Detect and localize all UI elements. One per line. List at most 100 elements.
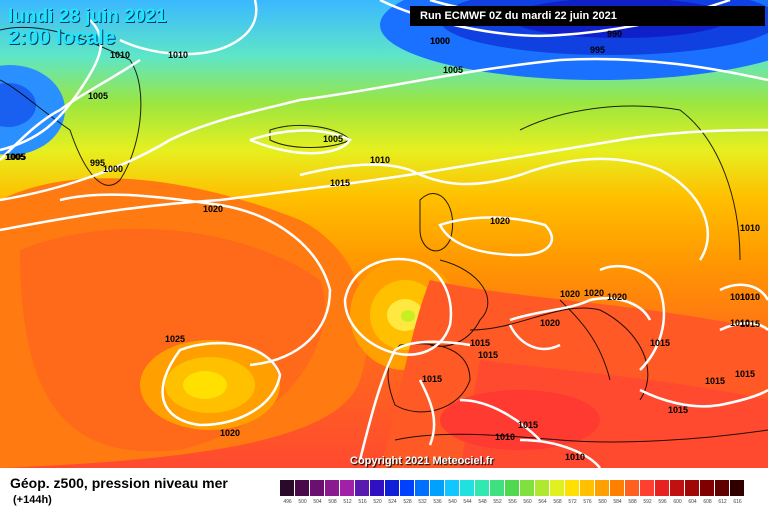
isobar-label: 1020 — [584, 288, 604, 298]
isobar-label: 1005 — [6, 152, 26, 162]
isobar-label: 1015 — [330, 178, 350, 188]
isobar-label: 1015 — [740, 319, 760, 329]
scale-tick-label: 596 — [658, 499, 667, 505]
isobar-label: 1025 — [165, 334, 185, 344]
isobar-label: 1000 — [430, 36, 450, 46]
scale-swatch — [535, 480, 550, 496]
scale-tick-label: 616 — [733, 499, 742, 505]
legend-title: Géop. z500, pression niveau mer — [10, 475, 228, 491]
scale-swatch — [415, 480, 430, 496]
isobar-label: 1000 — [103, 164, 123, 174]
scale-tick-label: 504 — [313, 499, 322, 505]
legend-subtitle: (+144h) — [13, 494, 52, 506]
scale-swatch — [610, 480, 625, 496]
scale-swatch — [550, 480, 565, 496]
scale-tick-label: 584 — [613, 499, 622, 505]
isobar-label: 1015 — [735, 369, 755, 379]
date-line: lundi 28 juin 2021 — [8, 6, 167, 27]
scale-swatch — [370, 480, 385, 496]
scale-swatch — [655, 480, 670, 496]
scale-tick-label: 516 — [358, 499, 367, 505]
scale-tick-label: 556 — [508, 499, 517, 505]
scale-tick-label: 500 — [298, 499, 307, 505]
scale-swatch — [325, 480, 340, 496]
scale-tick-label: 544 — [463, 499, 472, 505]
scale-swatch — [490, 480, 505, 496]
isobar-label: 1010 — [370, 155, 390, 165]
isobar-label: 1020 — [607, 292, 627, 302]
scale-swatch — [445, 480, 460, 496]
scale-swatch — [685, 480, 700, 496]
isobar-label: 1000 — [430, 36, 450, 46]
isobar-label: 1015 — [478, 350, 498, 360]
scale-swatch — [475, 480, 490, 496]
isobar-label: 1005 — [323, 134, 343, 144]
isobar-label: 995 — [590, 45, 605, 55]
scale-tick-label: 528 — [403, 499, 412, 505]
scale-swatch — [700, 480, 715, 496]
scale-tick-label: 532 — [418, 499, 427, 505]
scale-tick-label: 560 — [523, 499, 532, 505]
scale-tick-label: 612 — [718, 499, 727, 505]
isobar-label: 1010 — [730, 318, 750, 328]
isobar-label: 1020 — [560, 289, 580, 299]
scale-swatch — [730, 480, 745, 496]
scale-swatch — [280, 480, 295, 496]
scale-swatch — [625, 480, 640, 496]
scale-tick-label: 520 — [373, 499, 382, 505]
scale-tick-label: 608 — [703, 499, 712, 505]
scale-tick-label: 536 — [433, 499, 442, 505]
isobar-label: 1010 — [168, 50, 188, 60]
scale-tick-label: 512 — [343, 499, 352, 505]
isobar-label: 1005 — [5, 152, 25, 162]
run-banner: Run ECMWF 0Z du mardi 22 juin 2021 — [410, 6, 765, 26]
scale-swatch — [400, 480, 415, 496]
scale-swatch — [355, 480, 370, 496]
isobar-label: 1010 — [110, 50, 130, 60]
scale-tick-label: 604 — [688, 499, 697, 505]
scale-tick-label: 508 — [328, 499, 337, 505]
scale-swatch — [385, 480, 400, 496]
geopotential-field: 1010 101010051005100099510001005990995100… — [0, 0, 768, 468]
legend-panel: Géop. z500, pression niveau mer (+144h) … — [0, 468, 768, 512]
isobar-label: 1015 — [518, 420, 538, 430]
scale-swatch — [460, 480, 475, 496]
scale-swatch — [295, 480, 310, 496]
scale-swatch — [640, 480, 655, 496]
color-scale — [280, 480, 745, 496]
isobar-label: 1020 — [203, 204, 223, 214]
scale-tick-label: 588 — [628, 499, 637, 505]
scale-swatch — [430, 480, 445, 496]
scale-tick-label: 576 — [583, 499, 592, 505]
isobar-label: 995 — [90, 158, 105, 168]
isobar-label: 990 — [607, 29, 622, 39]
scale-tick-label: 572 — [568, 499, 577, 505]
isobar-label: 1015 — [422, 374, 442, 384]
isobar-label: 1010 — [740, 292, 760, 302]
scale-swatch — [340, 480, 355, 496]
scale-tick-label: 496 — [283, 499, 292, 505]
scale-swatch — [310, 480, 325, 496]
isobar-label: 1015 — [650, 338, 670, 348]
isobar-label: 1010 — [740, 223, 760, 233]
scale-tick-label: 600 — [673, 499, 682, 505]
scale-swatch — [715, 480, 730, 496]
scale-tick-label: 564 — [538, 499, 547, 505]
scale-swatch — [520, 480, 535, 496]
isobar-label: 1020 — [220, 428, 240, 438]
isobar-label: 1010 — [495, 432, 515, 442]
isobar-label: 1015 — [705, 376, 725, 386]
forecast-valid-time: lundi 28 juin 2021 2:00 locale — [8, 6, 166, 48]
scale-swatch — [565, 480, 580, 496]
scale-swatch — [670, 480, 685, 496]
isobar-label: 1020 — [540, 318, 560, 328]
scale-tick-label: 548 — [478, 499, 487, 505]
time-line: 2:00 locale — [8, 26, 116, 49]
scale-swatch — [580, 480, 595, 496]
scale-tick-label: 568 — [553, 499, 562, 505]
isobar-label: 1010 — [565, 452, 585, 462]
scale-tick-label: 552 — [493, 499, 502, 505]
scale-tick-label: 580 — [598, 499, 607, 505]
isobar-label: 1015 — [668, 405, 688, 415]
copyright-text: Copyright 2021 Meteociel.fr — [350, 455, 494, 467]
